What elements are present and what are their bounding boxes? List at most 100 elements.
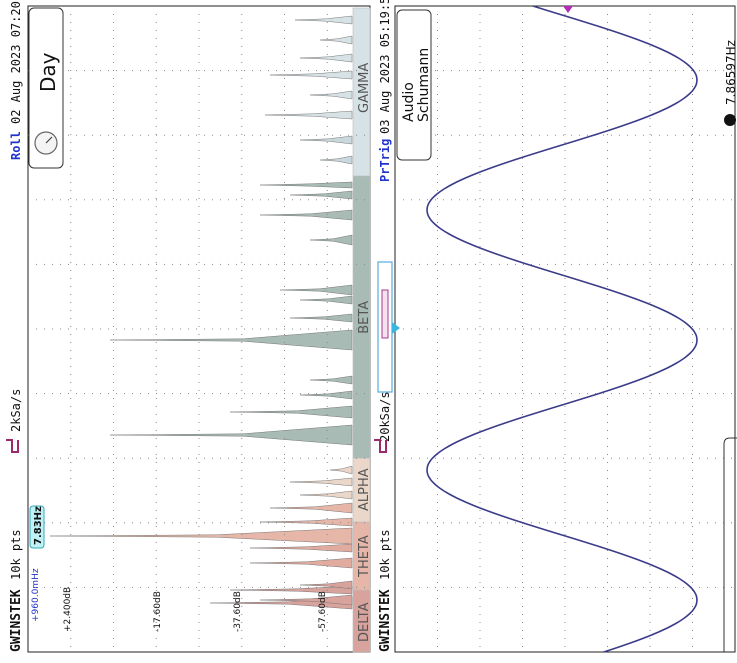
grid-dot — [627, 134, 628, 136]
grid-dot — [479, 22, 481, 23]
grid-dot — [113, 334, 114, 335]
bottom-scope-panel: GWINSTEK 10k pts 20kSa/s PrTrig 03 Aug 2… — [374, 0, 737, 653]
grid-dot — [522, 238, 523, 239]
sine-waveform — [426, 5, 698, 653]
grid-dot — [364, 393, 365, 395]
grid-dot — [92, 70, 93, 72]
grid-dot — [284, 438, 285, 439]
grid-dot — [284, 478, 285, 479]
grid-dot — [220, 522, 221, 524]
grid-dot — [437, 222, 438, 223]
grid-dot — [155, 118, 157, 119]
grid-dot — [467, 263, 468, 265]
grid-dot — [723, 263, 724, 265]
grid-dot — [196, 522, 197, 524]
grid-dot — [607, 518, 608, 519]
grid-dot — [196, 393, 197, 395]
grid-dot — [236, 457, 237, 459]
grid-dot — [515, 522, 516, 524]
grid-dot — [70, 142, 72, 143]
grid-dot — [479, 62, 481, 63]
grid-dot — [70, 622, 72, 623]
grid-dot — [479, 142, 481, 143]
spectrum-peak — [279, 284, 353, 296]
grid-dot — [564, 142, 566, 143]
grid-dot — [260, 328, 261, 330]
grid-dot — [491, 522, 492, 524]
grid-dot — [132, 393, 133, 395]
grid-dot — [326, 214, 328, 215]
grid-dot — [427, 199, 428, 201]
grid-dot — [649, 238, 651, 239]
grid-dot — [607, 430, 608, 431]
grid-dot — [198, 326, 200, 327]
grid-dot — [364, 457, 365, 459]
grid-dot — [100, 199, 101, 201]
grid-dot — [635, 457, 636, 459]
grid-dot — [699, 522, 700, 524]
grid-dot — [564, 302, 566, 303]
grid-dot — [651, 522, 652, 524]
grid-dot — [155, 238, 157, 239]
grid-dot — [70, 366, 72, 367]
grid-dot — [649, 318, 651, 319]
grid-dot — [198, 70, 200, 71]
grid-dot — [522, 166, 523, 167]
grid-dot — [204, 522, 205, 524]
grid-dot — [635, 328, 636, 330]
grid-dot — [340, 457, 341, 459]
grid-dot — [515, 586, 516, 588]
grid-dot — [649, 110, 651, 111]
grid-dot — [284, 54, 285, 55]
grid-dot — [611, 134, 612, 136]
grid-dot — [100, 70, 101, 72]
grid-dot — [522, 470, 523, 471]
grid-dot — [443, 328, 444, 330]
grid-dot — [437, 558, 438, 559]
grid-dot — [607, 166, 608, 167]
grid-dot — [364, 70, 365, 72]
grid-dot — [443, 457, 444, 459]
grid-dot — [113, 438, 114, 439]
grid-dot — [198, 574, 200, 575]
grid-dot — [284, 586, 285, 588]
grid-dot — [691, 263, 692, 265]
grid-dot — [241, 510, 243, 511]
grid-dot — [316, 263, 317, 265]
grid-dot — [659, 199, 660, 201]
grid-dot — [723, 199, 724, 201]
grid-dot — [499, 522, 500, 524]
grid-dot — [284, 126, 285, 127]
grid-dot — [522, 398, 523, 399]
grid-dot — [276, 134, 277, 136]
grid-dot — [437, 38, 438, 39]
grid-dot — [70, 566, 72, 567]
grid-dot — [241, 542, 243, 543]
grid-dot — [28, 263, 29, 265]
grid-dot — [611, 522, 612, 524]
grid-dot — [564, 438, 566, 439]
grid-dot — [113, 78, 114, 79]
band-label: BETA — [357, 301, 372, 334]
grid-dot — [155, 630, 157, 631]
grid-dot — [241, 454, 243, 455]
grid-dot — [241, 622, 243, 623]
grid-dot — [437, 630, 438, 631]
grid-dot — [155, 54, 157, 55]
grid-dot — [564, 294, 566, 295]
grid-dot — [241, 638, 243, 639]
grid-dot — [36, 457, 37, 459]
grid-dot — [113, 270, 114, 271]
grid-dot — [547, 586, 548, 588]
grid-dot — [649, 6, 651, 7]
grid-dot — [326, 22, 328, 23]
grid-dot — [564, 246, 566, 247]
grid-dot — [284, 598, 285, 599]
grid-dot — [667, 328, 668, 330]
grid-dot — [326, 182, 328, 183]
grid-dot — [284, 342, 285, 343]
grid-dot — [427, 457, 428, 459]
grid-dot — [479, 78, 481, 79]
grid-dot — [113, 542, 114, 543]
grid-dot — [607, 22, 608, 23]
